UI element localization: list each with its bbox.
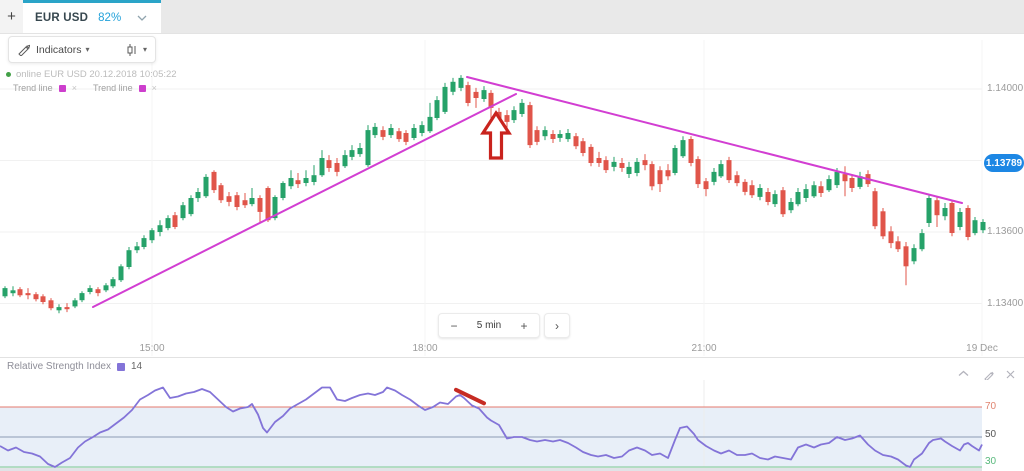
rsi-color-swatch (116, 362, 125, 371)
status-text: online EUR USD 20.12.2018 10:05:22 (16, 69, 177, 80)
scroll-right-button[interactable]: › (544, 313, 570, 338)
price-label: 1.13600 (987, 226, 1024, 237)
zoom-out-button[interactable]: − (450, 318, 458, 333)
trendline-legend-label: Trend line (13, 83, 53, 93)
rsi-level-70: 70 (985, 401, 997, 412)
trendline-color-swatch[interactable] (138, 84, 146, 92)
indicators-toolbar: Indicators ▾ ▾ (8, 36, 156, 63)
close-icon[interactable] (1006, 370, 1015, 379)
tab-strip (0, 0, 1024, 34)
candles (2, 75, 986, 314)
zoom-in-button[interactable]: + (520, 318, 528, 333)
rsi-trend-annotation (454, 387, 486, 406)
gridlines (0, 40, 983, 356)
instrument-name: EUR USD (35, 12, 89, 24)
time-label: 18:00 (412, 343, 438, 354)
drawings-legend: Trend line × Trend line × (13, 83, 157, 93)
caret-down-icon[interactable]: ▾ (142, 44, 147, 54)
caret-down-icon[interactable]: ▾ (85, 44, 90, 54)
current-price-badge: 1.13789 (984, 154, 1024, 172)
rsi-chart (0, 380, 983, 471)
pencil-line-icon (17, 43, 30, 56)
close-icon[interactable]: × (71, 82, 77, 93)
interval-label[interactable]: 5 min (476, 320, 502, 331)
chevron-down-icon[interactable] (137, 15, 147, 21)
payout-percent: 82% (98, 12, 122, 24)
rsi-line (0, 386, 983, 468)
indicators-button[interactable]: Indicators (36, 43, 82, 56)
time-label: 15:00 (139, 343, 165, 354)
trendline-color-swatch[interactable] (58, 84, 66, 92)
candle-type-icon[interactable] (126, 43, 138, 57)
collapse-icon[interactable] (958, 370, 969, 377)
price-label: 1.14000 (987, 83, 1024, 94)
edit-pencil-icon[interactable] (984, 370, 994, 380)
rsi-period: 14 (130, 361, 143, 372)
time-label: 21:00 (691, 343, 717, 354)
close-icon[interactable]: × (151, 82, 157, 93)
candlestick-chart (0, 40, 986, 356)
up-arrow-annotation (480, 110, 512, 160)
add-tab-button[interactable]: + (0, 0, 23, 33)
rsi-level-30: 30 (985, 456, 997, 467)
rsi-level-50: 50 (985, 429, 997, 440)
trendline-legend-label: Trend line (92, 83, 133, 93)
panel-divider (0, 357, 1024, 358)
online-dot-icon (6, 72, 11, 77)
trend-lines (92, 76, 963, 308)
rsi-header: Relative Strength Index 14 (7, 361, 142, 372)
tab-eur-usd[interactable]: EUR USD 82% (23, 0, 161, 33)
interval-zoom-control: − 5 min + (438, 313, 540, 338)
price-label: 1.13400 (987, 298, 1024, 309)
time-label: 19 Dec (966, 343, 998, 354)
connection-status: online EUR USD 20.12.2018 10:05:22 (6, 69, 177, 80)
rsi-title: Relative Strength Index (7, 361, 111, 372)
